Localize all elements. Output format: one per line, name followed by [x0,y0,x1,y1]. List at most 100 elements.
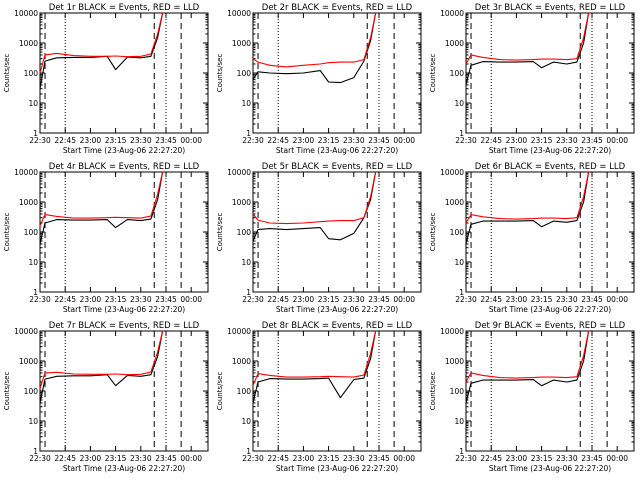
x-tick-label: 23:45 [368,136,390,145]
x-tick-label: 23:00 [80,295,102,304]
panel-title: Det 3r BLACK = Events, RED = LLD [475,3,626,13]
panel-title: Det 8r BLACK = Events, RED = LLD [262,321,413,331]
x-tick-label: 22:45 [480,295,502,304]
panel-9: Det 9r BLACK = Events, RED = LLD 1 10 100 10… [429,321,635,473]
y-tick-label: 1 [459,288,464,297]
x-tick-label: 22:30 [242,295,264,304]
x-axis-label: Start Time (23-Aug-06 22:27:20) [276,464,398,473]
y-tick-label: 10000 [440,327,464,336]
y-tick-label: 1 [246,447,251,456]
panel-8: Det 8r BLACK = Events, RED = LLD 1 10 100 10… [216,321,422,473]
lld-line [252,171,377,225]
y-tick-label: 1000 [232,357,251,366]
x-axis-label: Start Time (23-Aug-06 22:27:20) [276,146,398,155]
y-tick-label: 10 [454,417,464,426]
y-axis-label: Counts/sec [3,213,11,252]
x-tick-label: 23:30 [556,295,578,304]
x-tick-label: 23:45 [368,454,390,463]
x-tick-label: 23:45 [581,454,603,463]
x-tick-label: 23:15 [318,136,340,145]
events-line [252,330,377,404]
events-line [252,12,377,84]
x-tick-label: 00:00 [180,454,202,463]
panel-2: Det 2r BLACK = Events, RED = LLD 1 10 100 10… [216,3,422,155]
x-tick-label: 22:30 [242,136,264,145]
y-tick-label: 1000 [19,357,38,366]
x-tick-label: 22:45 [480,454,502,463]
x-tick-label: 23:15 [531,295,553,304]
x-tick-label: 23:15 [318,454,340,463]
x-tick-label: 22:45 [54,295,76,304]
y-tick-label: 1 [246,129,251,138]
panel-4: Det 4r BLACK = Events, RED = LLD 1 10 100 10… [3,162,209,314]
x-tick-label: 23:45 [581,136,603,145]
lld-line [252,12,377,68]
x-tick-label: 23:00 [506,295,528,304]
x-tick-label: 00:00 [393,136,415,145]
y-axis-label: Counts/sec [216,213,224,252]
y-axis-label: Counts/sec [3,372,11,411]
x-tick-label: 23:30 [556,454,578,463]
x-tick-label: 22:45 [480,136,502,145]
x-tick-label: 22:30 [455,136,477,145]
x-tick-label: 22:45 [267,136,289,145]
y-tick-label: 10000 [14,327,38,336]
x-tick-label: 23:15 [318,295,340,304]
y-tick-label: 100 [24,387,39,396]
y-tick-label: 10 [28,258,38,267]
x-tick-label: 23:45 [155,136,177,145]
x-tick-label: 23:45 [368,295,390,304]
x-tick-label: 23:00 [506,454,528,463]
x-tick-label: 23:30 [130,136,152,145]
events-line [465,330,590,404]
y-tick-label: 1000 [445,39,464,48]
x-tick-label: 23:45 [581,295,603,304]
lld-line [39,12,164,74]
y-tick-label: 100 [237,387,252,396]
x-tick-label: 23:15 [531,454,553,463]
x-tick-label: 22:30 [455,295,477,304]
y-tick-label: 1000 [445,198,464,207]
x-tick-label: 22:45 [267,454,289,463]
y-axis-label: Counts/sec [429,54,437,93]
x-tick-label: 22:30 [29,295,51,304]
y-tick-label: 10000 [440,168,464,177]
panel-title: Det 4r BLACK = Events, RED = LLD [49,162,200,172]
x-tick-label: 23:15 [105,295,127,304]
y-tick-label: 10 [241,99,251,108]
panel-title: Det 6r BLACK = Events, RED = LLD [475,162,626,172]
panel-title: Det 2r BLACK = Events, RED = LLD [262,3,413,13]
events-line [252,171,377,242]
y-tick-label: 1000 [445,357,464,366]
x-tick-label: 23:00 [80,136,102,145]
x-tick-label: 00:00 [606,295,628,304]
x-tick-label: 23:00 [293,454,315,463]
y-axis-label: Counts/sec [429,372,437,411]
y-tick-label: 1 [33,129,38,138]
x-tick-label: 23:15 [105,136,127,145]
x-tick-label: 23:45 [155,295,177,304]
x-tick-label: 23:30 [130,295,152,304]
lld-line [252,330,377,386]
x-tick-label: 00:00 [393,454,415,463]
y-tick-label: 1000 [232,39,251,48]
x-tick-label: 22:45 [267,295,289,304]
events-line [39,12,164,89]
x-tick-label: 22:30 [242,454,264,463]
x-tick-label: 23:15 [531,136,553,145]
y-tick-label: 100 [450,69,465,78]
lld-line [465,330,590,383]
x-axis-label: Start Time (23-Aug-06 22:27:20) [489,464,611,473]
x-tick-label: 23:30 [343,295,365,304]
events-line [39,330,164,404]
x-tick-label: 23:00 [293,136,315,145]
x-tick-label: 22:45 [54,136,76,145]
x-axis-label: Start Time (23-Aug-06 22:27:20) [276,305,398,314]
panel-title: Det 1r BLACK = Events, RED = LLD [49,3,200,13]
y-tick-label: 10000 [227,327,251,336]
y-tick-label: 10 [454,99,464,108]
x-tick-label: 23:00 [80,454,102,463]
x-axis-label: Start Time (23-Aug-06 22:27:20) [489,146,611,155]
x-tick-label: 00:00 [393,295,415,304]
